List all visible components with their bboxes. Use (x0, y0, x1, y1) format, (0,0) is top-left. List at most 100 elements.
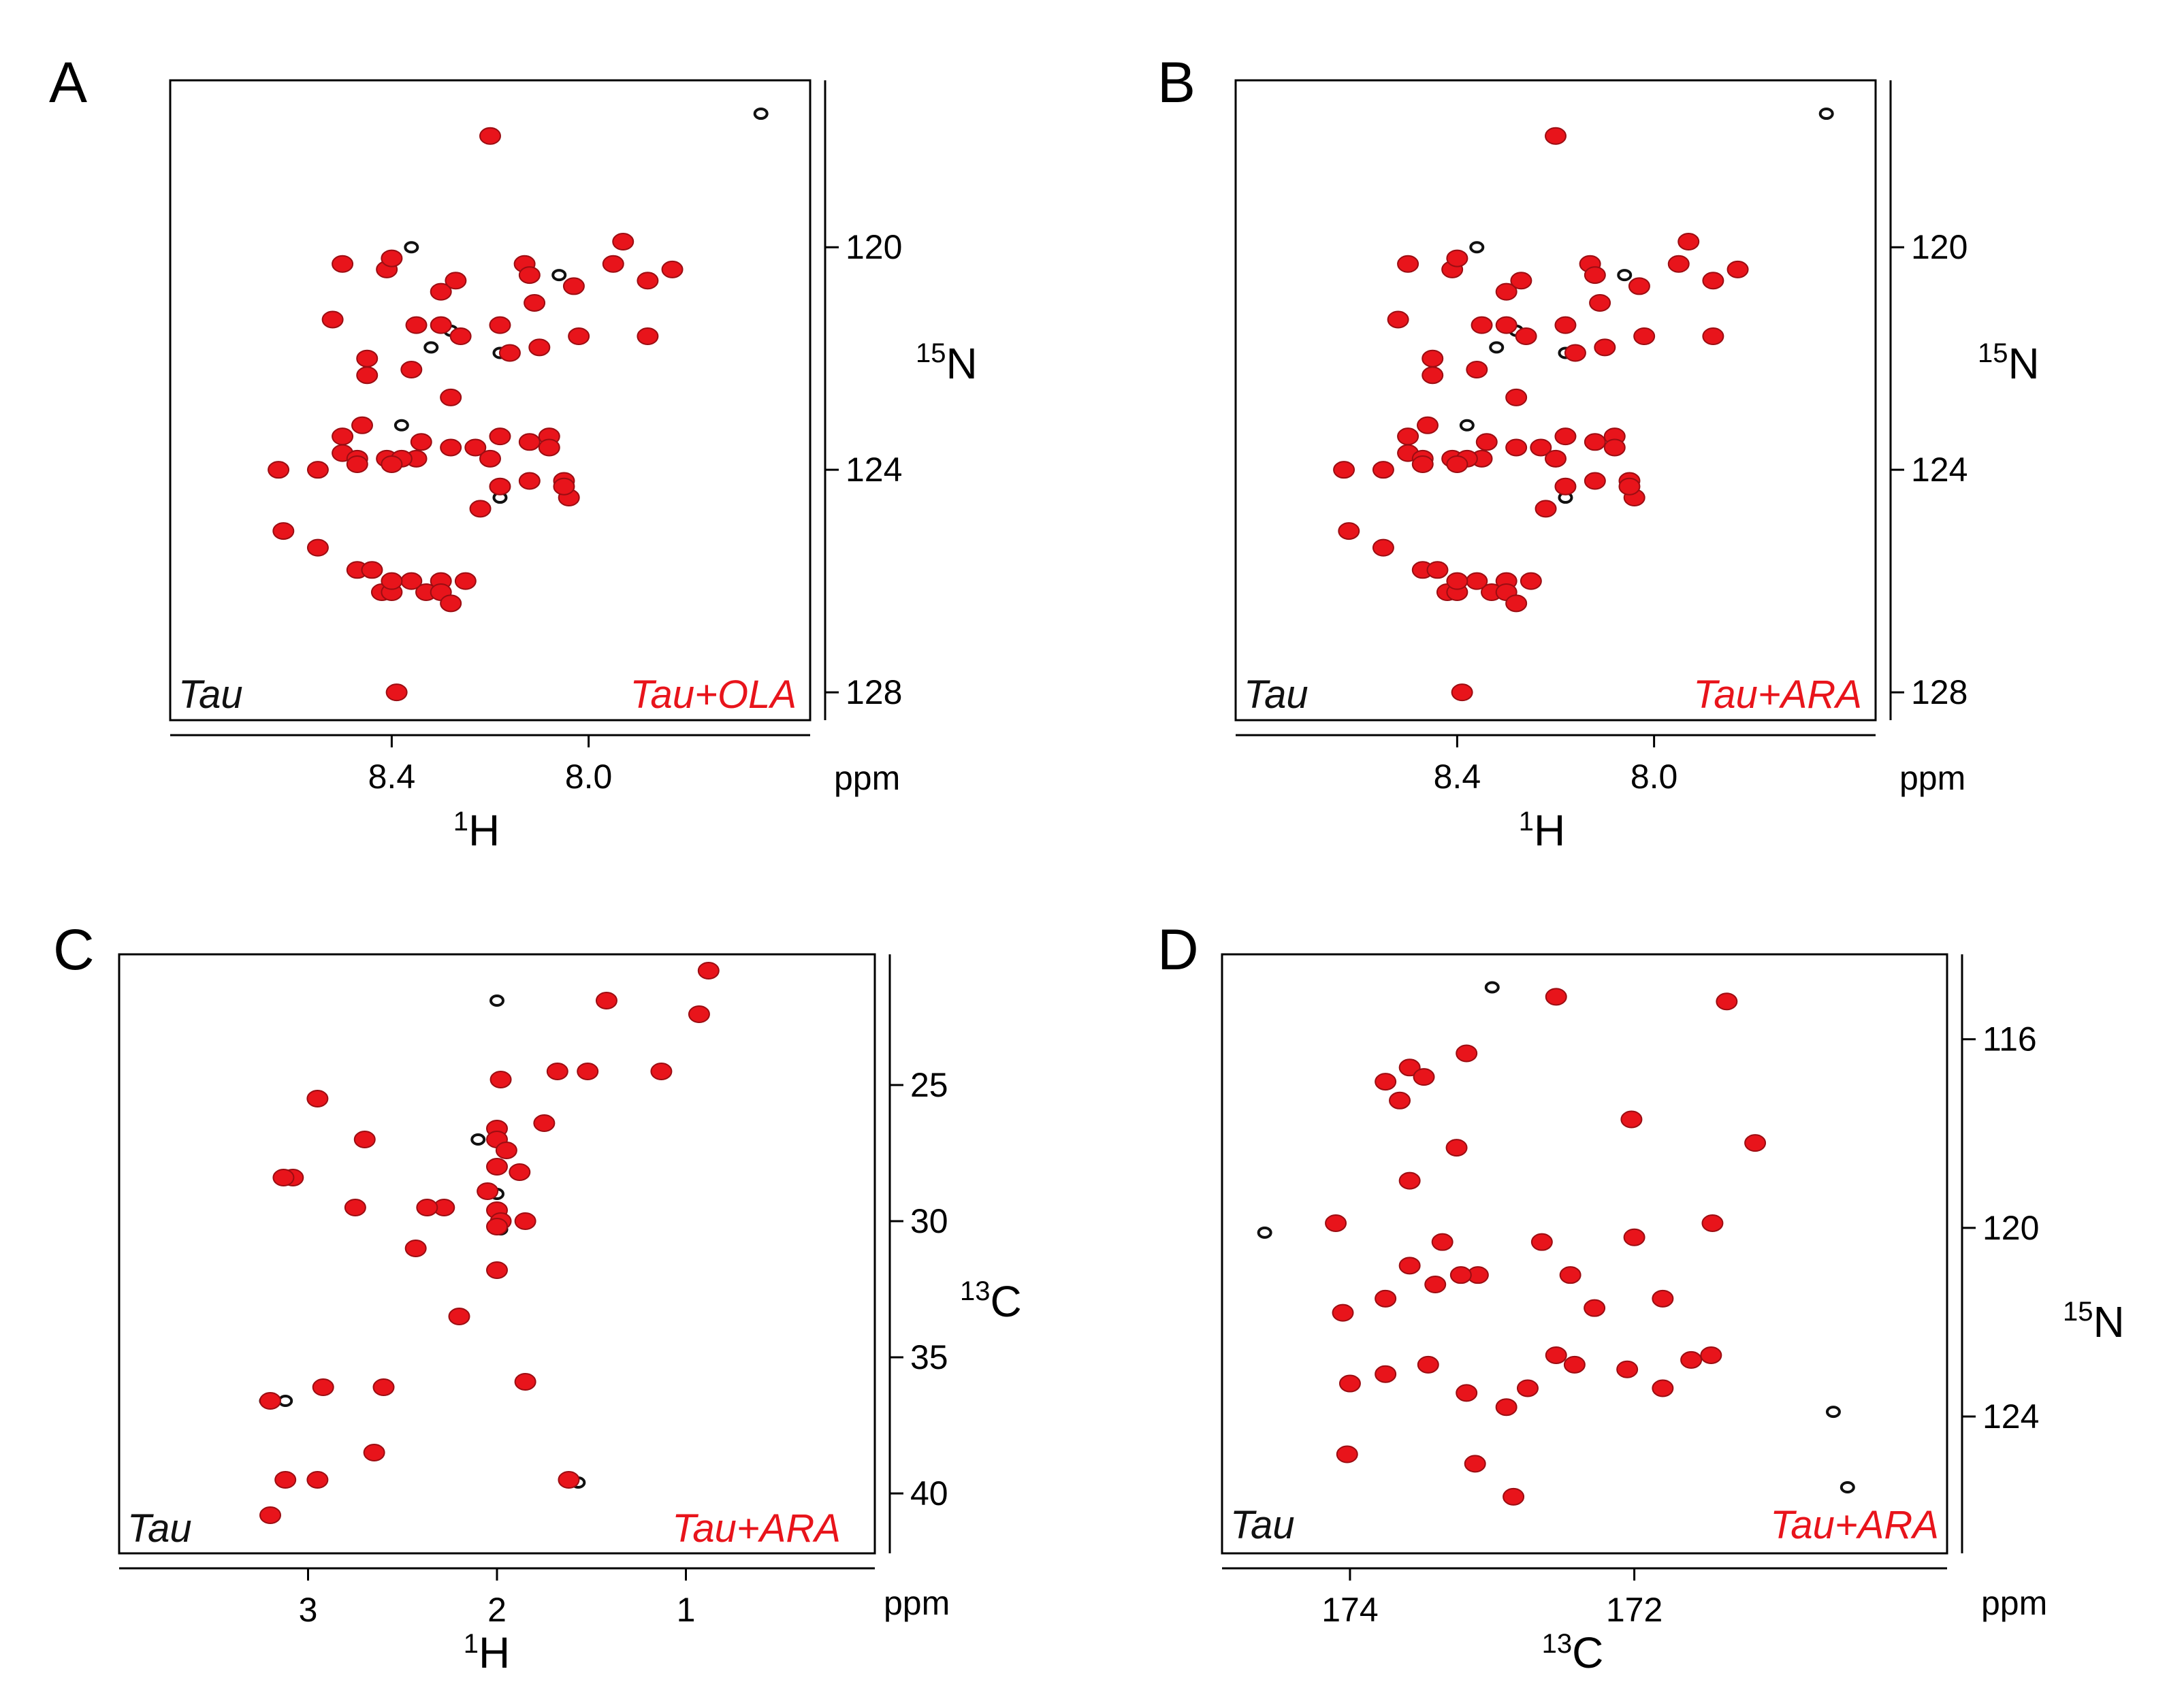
panel-c-peak-treated-4 (650, 1063, 673, 1080)
panel-d-peak-treated-2 (1375, 1073, 1397, 1091)
panel-d-peak-treated-39 (1503, 1487, 1525, 1506)
panel-b-peak-treated-49 (1426, 561, 1449, 579)
panel-b-peak-treated-19 (1387, 310, 1409, 329)
panel-b-peak-treated-14 (1554, 316, 1577, 334)
panel-a-peak-treated-42 (346, 455, 368, 473)
panel-a-peak-treated-15 (498, 344, 521, 362)
panel-a-peak-treated-46 (272, 522, 295, 540)
panel-a-peak-treated-19 (321, 310, 344, 329)
panel-d-marks (1257, 981, 1855, 1506)
panel-d-peak-treated-4 (1413, 1068, 1435, 1086)
panel-a-peak-treated-36 (538, 438, 560, 457)
panel-a-peak-treated-10 (637, 272, 659, 290)
panel-b-peak-treated-11 (1628, 277, 1650, 295)
panel-b-peak-treated-27 (1530, 438, 1552, 457)
panel-a-peak-treated-16 (528, 338, 551, 357)
panel-d-peak-treated-7 (1445, 1139, 1468, 1157)
panel-b-peak-treated-37 (1545, 449, 1567, 468)
panel-b-y-title: 15N (1978, 338, 2040, 388)
panel-a-peak-treated-34 (518, 433, 541, 451)
panel-d-y-ticks: 116 120 124 (1961, 954, 2039, 1553)
panel-a-peak-treated-60 (440, 438, 462, 457)
panel-a-peak-treated-59 (385, 683, 408, 702)
panel-d-peak-treated-12 (1431, 1233, 1454, 1251)
panel-d-peak-treated-20 (1332, 1304, 1354, 1322)
panel-c-x-title-iso: 1 (464, 1629, 479, 1659)
panel-b-y-tick-label-2: 128 (1911, 673, 1968, 711)
panel-c-peak-treated-0 (697, 962, 720, 980)
panel-a-peak-tau-2 (423, 341, 439, 354)
panel-b-peak-treated-51 (1520, 572, 1542, 590)
panel-d-letter: D (1157, 918, 1199, 982)
panel-c-peak-treated-26 (486, 1261, 508, 1279)
panel-b-peak-treated-24 (1422, 366, 1444, 385)
panel-c-peak-tau-0 (489, 994, 504, 1007)
panel-b-peak-treated-15 (1564, 344, 1586, 362)
panel-d-peak-treated-25 (1545, 1346, 1567, 1364)
panel-a-peak-treated-12 (518, 266, 541, 285)
panel-b-x-tick-label-1: 8.0 (1631, 758, 1678, 796)
panel-a-peak-treated-21 (430, 316, 452, 334)
panel-d-peak-treated-36 (1700, 1346, 1722, 1364)
panel-b-peak-treated-17 (1633, 327, 1656, 345)
panel-b-peak-treated-12 (1584, 266, 1606, 285)
panel-c-x-title: 1H (464, 1628, 510, 1677)
panel-c-peak-treated-8 (533, 1114, 556, 1132)
panel-c-y-title-iso: 13 (960, 1276, 991, 1306)
panel-b-peak-treated-26 (1505, 388, 1528, 406)
panel-a-plot-frame (169, 79, 812, 722)
panel-a-peak-treated-22 (449, 327, 472, 345)
panel-b-x-tick-label-0: 8.4 (1434, 758, 1481, 796)
panel-d-peak-tau-2 (1825, 1406, 1841, 1419)
panel-d-peak-treated-9 (1744, 1134, 1767, 1152)
panel-c-y-tick-label-2: 35 (910, 1338, 948, 1376)
panel-b-peak-tau-2 (1489, 341, 1505, 354)
panel-b-peak-treated-40 (1372, 461, 1394, 479)
panel-c-peak-treated-32 (274, 1471, 297, 1489)
panel-b-y-tick-label-0: 120 (1911, 228, 1968, 266)
panel-b-x-title-iso: 1 (1519, 807, 1534, 837)
panel-a-x-tick-label-1: 8.0 (565, 758, 613, 796)
panel-c-peak-treated-1 (688, 1005, 710, 1023)
panel-a-peak-treated-37 (479, 449, 501, 468)
panel-d-peak-treated-19 (1701, 1214, 1724, 1232)
panel-a: A 8.4 8.0 120 124 128 Tau Tau+OLA ppm 1H 15… (49, 50, 978, 855)
panel-d-x-title: 13C (1542, 1628, 1604, 1677)
panel-c-x-tick-label-2: 1 (677, 1591, 696, 1629)
panel-a-peak-treated-1 (332, 255, 354, 273)
panel-b-peak-treated-36 (1603, 438, 1626, 457)
panel-c-y-tick-label-3: 40 (910, 1474, 948, 1512)
panel-a-peak-treated-28 (410, 433, 432, 451)
panel-b-x-title: 1H (1519, 806, 1565, 855)
panel-c-y-ticks: 25 30 35 40 (888, 954, 948, 1553)
panel-b-peak-tau-5 (1617, 269, 1633, 282)
panel-d-y-tick-label-1: 120 (1982, 1209, 2039, 1247)
panel-c-peak-treated-13 (509, 1163, 531, 1181)
panel-a-x-title: 1H (453, 806, 500, 855)
panel-c-peak-treated-16 (514, 1212, 536, 1230)
panel-a-peak-tau-0 (753, 108, 769, 120)
panel-b-x-unit: ppm (1899, 759, 1965, 797)
panel-d-peak-treated-3 (1398, 1058, 1421, 1077)
panel-c-y-tick-label-0: 25 (910, 1066, 948, 1104)
panel-b-peak-treated-4 (1446, 249, 1468, 268)
panel-b-peak-treated-30 (1397, 427, 1419, 446)
panel-d-peak-treated-5 (1456, 1044, 1478, 1063)
panel-a-peak-treated-24 (356, 366, 379, 385)
panel-a-peak-treated-3 (430, 282, 452, 301)
panel-b-y-title-element: N (2008, 339, 2040, 388)
panel-b-peak-treated-42 (1411, 455, 1434, 473)
panel-b-peak-treated-58 (1505, 594, 1528, 613)
panel-d-plot-frame (1221, 953, 1948, 1555)
panel-d-peak-treated-24 (1449, 1266, 1472, 1284)
panel-b-peak-treated-34 (1584, 433, 1606, 451)
panel-a-peak-treated-47 (306, 538, 329, 557)
panel-b-peak-treated-61 (1554, 477, 1577, 496)
panel-a-peak-treated-63 (518, 472, 541, 490)
panel-b-peak-treated-5 (1510, 272, 1532, 290)
panel-c-legend-tau: Tau (127, 1506, 192, 1551)
panel-a-y-tick-label-0: 120 (846, 228, 902, 266)
panel-d-legend-tau: Tau (1230, 1503, 1295, 1547)
panel-b-peak-treated-22 (1515, 327, 1537, 345)
